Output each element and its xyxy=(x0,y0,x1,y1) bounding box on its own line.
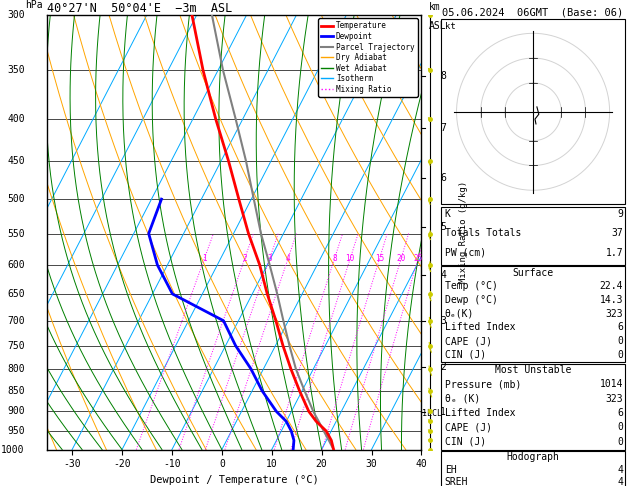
Text: 22.4: 22.4 xyxy=(599,281,623,292)
Text: 1: 1 xyxy=(202,255,206,263)
Text: CIN (J): CIN (J) xyxy=(445,436,486,447)
Text: 1014: 1014 xyxy=(599,379,623,389)
Text: km: km xyxy=(429,2,441,13)
Text: 9: 9 xyxy=(618,209,623,219)
Text: CIN (J): CIN (J) xyxy=(445,350,486,360)
Text: 25: 25 xyxy=(413,255,423,263)
Text: hPa: hPa xyxy=(25,0,42,10)
Text: 700: 700 xyxy=(7,316,25,326)
Text: 20: 20 xyxy=(396,255,406,263)
Text: 6: 6 xyxy=(618,323,623,332)
Text: 7: 7 xyxy=(440,123,446,133)
Text: 1: 1 xyxy=(440,407,446,417)
Text: 4: 4 xyxy=(618,477,623,486)
Text: 323: 323 xyxy=(606,309,623,319)
Text: Temp (°C): Temp (°C) xyxy=(445,281,498,292)
Text: 550: 550 xyxy=(7,228,25,239)
Text: 0: 0 xyxy=(618,350,623,360)
Text: 8: 8 xyxy=(332,255,337,263)
Text: CAPE (J): CAPE (J) xyxy=(445,336,492,346)
Text: Lifted Index: Lifted Index xyxy=(445,323,515,332)
Text: 10: 10 xyxy=(345,255,355,263)
Text: CAPE (J): CAPE (J) xyxy=(445,422,492,433)
Text: Totals Totals: Totals Totals xyxy=(445,228,521,239)
Text: 400: 400 xyxy=(7,114,25,123)
Text: 05.06.2024  06GMT  (Base: 06): 05.06.2024 06GMT (Base: 06) xyxy=(442,7,624,17)
Text: 6: 6 xyxy=(440,174,446,183)
Text: EH: EH xyxy=(445,465,457,475)
Text: 4: 4 xyxy=(440,270,446,279)
Text: 2: 2 xyxy=(242,255,247,263)
Text: Lifted Index: Lifted Index xyxy=(445,408,515,418)
Text: Pressure (mb): Pressure (mb) xyxy=(445,379,521,389)
Text: 4: 4 xyxy=(618,465,623,475)
Text: ASL: ASL xyxy=(429,21,447,31)
Text: K: K xyxy=(445,209,451,219)
Text: 0: 0 xyxy=(618,422,623,433)
Bar xyxy=(441,266,625,362)
Bar xyxy=(441,364,625,450)
Text: 950: 950 xyxy=(7,426,25,436)
Text: 800: 800 xyxy=(7,364,25,374)
Text: 37: 37 xyxy=(611,228,623,239)
Text: 3: 3 xyxy=(267,255,272,263)
Text: 0: 0 xyxy=(618,436,623,447)
Text: SREH: SREH xyxy=(445,477,469,486)
Text: 1000: 1000 xyxy=(1,445,25,454)
Text: Hodograph: Hodograph xyxy=(506,452,560,463)
Text: 750: 750 xyxy=(7,341,25,350)
Text: 450: 450 xyxy=(7,156,25,166)
Text: Most Unstable: Most Unstable xyxy=(495,365,571,375)
Text: 3: 3 xyxy=(440,316,446,326)
Text: 900: 900 xyxy=(7,406,25,417)
Text: 4: 4 xyxy=(286,255,290,263)
Text: Surface: Surface xyxy=(513,268,554,278)
Text: 0: 0 xyxy=(618,336,623,346)
Text: 850: 850 xyxy=(7,386,25,396)
Text: 2: 2 xyxy=(440,362,446,372)
Text: Mixing Ratio (g/kg): Mixing Ratio (g/kg) xyxy=(459,181,468,283)
Text: 1.7: 1.7 xyxy=(606,248,623,258)
Bar xyxy=(441,19,625,204)
Text: θₑ (K): θₑ (K) xyxy=(445,394,480,404)
Text: 5: 5 xyxy=(440,222,446,232)
Text: 14.3: 14.3 xyxy=(599,295,623,305)
Text: 323: 323 xyxy=(606,394,623,404)
Text: kt: kt xyxy=(445,22,455,31)
Bar xyxy=(441,451,625,486)
Text: 1LCL: 1LCL xyxy=(422,409,442,418)
X-axis label: Dewpoint / Temperature (°C): Dewpoint / Temperature (°C) xyxy=(150,475,319,485)
Text: Dewp (°C): Dewp (°C) xyxy=(445,295,498,305)
Text: 500: 500 xyxy=(7,194,25,204)
Legend: Temperature, Dewpoint, Parcel Trajectory, Dry Adiabat, Wet Adiabat, Isotherm, Mi: Temperature, Dewpoint, Parcel Trajectory… xyxy=(318,18,418,97)
Text: 350: 350 xyxy=(7,65,25,75)
Text: 8: 8 xyxy=(440,71,446,82)
Text: PW (cm): PW (cm) xyxy=(445,248,486,258)
Bar xyxy=(441,207,625,265)
Text: 6: 6 xyxy=(618,408,623,418)
Text: 40°27'N  50°04'E  −3m  ASL: 40°27'N 50°04'E −3m ASL xyxy=(47,1,233,15)
Text: 600: 600 xyxy=(7,260,25,270)
Text: θₑ(K): θₑ(K) xyxy=(445,309,474,319)
Text: 650: 650 xyxy=(7,289,25,299)
Text: 300: 300 xyxy=(7,10,25,19)
Text: 15: 15 xyxy=(375,255,384,263)
